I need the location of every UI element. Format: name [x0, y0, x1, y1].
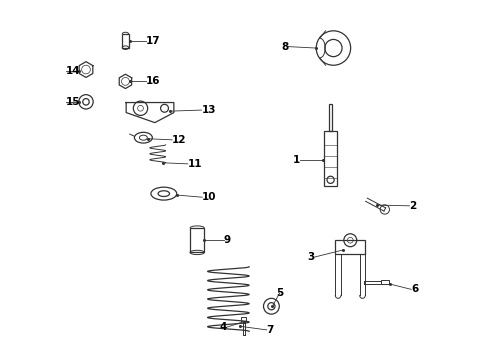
Bar [381, 280, 388, 284]
Text: 11: 11 [187, 159, 202, 169]
Text: 2: 2 [408, 201, 416, 211]
Text: 1: 1 [292, 155, 300, 165]
Text: 7: 7 [266, 325, 274, 335]
Text: 6: 6 [410, 284, 418, 294]
Text: 15: 15 [66, 97, 80, 107]
Text: 16: 16 [146, 76, 161, 86]
Text: 10: 10 [202, 192, 216, 202]
Bar [328, 104, 332, 131]
Text: 3: 3 [306, 252, 314, 262]
Text: 17: 17 [146, 36, 161, 46]
Bar [335, 240, 365, 254]
Bar [241, 317, 246, 320]
Text: 13: 13 [201, 105, 216, 115]
Bar [190, 228, 204, 252]
Text: 4: 4 [220, 322, 227, 332]
Bar [122, 34, 128, 48]
Text: 5: 5 [275, 288, 283, 298]
Text: 9: 9 [223, 235, 230, 245]
Text: 14: 14 [66, 66, 81, 76]
Text: 8: 8 [281, 42, 287, 51]
Bar [323, 131, 337, 186]
Text: 12: 12 [172, 135, 186, 145]
